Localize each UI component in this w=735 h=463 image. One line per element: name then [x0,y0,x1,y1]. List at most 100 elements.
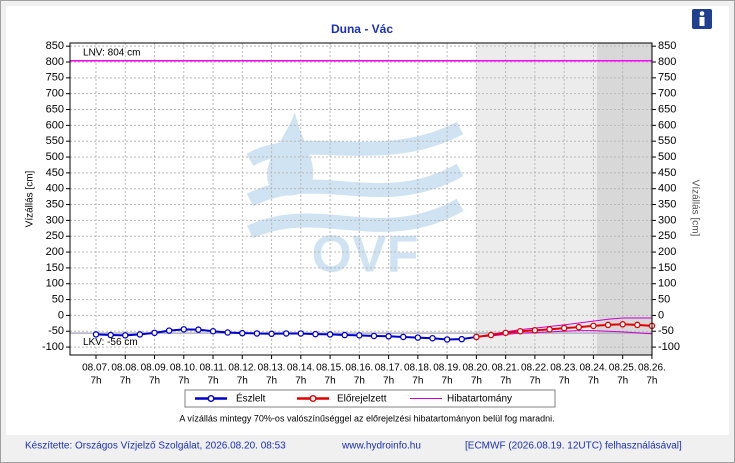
x-tick-hour: 7h [354,376,365,387]
data-point [575,323,583,331]
data-point [473,333,480,341]
x-tick-label: 08.20. [462,363,490,374]
data-point [122,332,129,339]
x-tick-label: 08.10. [170,363,198,374]
x-tick-label: 08.24. [580,363,608,374]
footer-url[interactable]: www.hydroinfo.hu [341,441,421,452]
y2-tick-label: 50 [658,293,670,305]
data-point [326,331,334,338]
legend-label: Előrejelzett [337,394,387,405]
data-point [502,329,509,337]
x-tick-label: 08.08. [111,363,139,374]
plot-border [69,42,653,356]
x-tick-label: 08.21. [492,363,520,374]
footer-source: [ECMWF (2026.08.19. 12UTC) felhasználásá… [465,441,682,452]
data-point [487,331,495,339]
data-point [297,330,305,337]
x-tick-hour: 7h [442,376,453,387]
y-tick-label: 500 [46,151,64,163]
footer-author: Készítette: Országos Vízjelző Szolgálat,… [25,441,286,452]
x-tick-hour: 7h [266,376,277,387]
x-tick-hour: 7h [412,376,423,387]
x-tick-label: 08.12. [228,363,256,374]
x-tick-hour: 7h [178,376,189,387]
data-point [619,321,626,328]
x-tick-hour: 7h [207,376,218,387]
x-tick-label: 08.16. [345,363,373,374]
data-point [268,330,275,338]
info-icon[interactable] [692,9,712,29]
x-tick-hour: 7h [149,376,160,387]
data-point [560,324,568,332]
data-point [151,329,158,337]
legend: Észlelt Előrejelzett Hibatartomány [184,389,556,408]
data-point [253,330,261,337]
y-tick-label: 750 [46,72,64,84]
watermark-text: OVF [312,226,419,284]
y2-tick-label: -100 [658,341,680,353]
legend-label: Észlelt [236,392,266,405]
plot-area: OVF [66,43,656,359]
y2-tick-label: 700 [658,88,676,100]
x-tick-hour: 7h [529,376,540,387]
x-tick-label: 08.14. [287,363,315,374]
y-tick-label: 100 [46,278,64,290]
y-tick-label: 200 [46,246,64,258]
legend-marker [309,395,317,402]
y-tick-label: 350 [46,198,64,210]
x-tick-hour: 7h [500,376,511,387]
y2-tick-label: 550 [658,135,676,147]
x-tick-label: 08.15. [316,363,344,374]
y2-tick-label: 200 [658,246,676,258]
data-point [517,327,524,335]
data-point [312,330,319,338]
y-tick-label: 700 [46,88,64,100]
data-point [195,326,202,333]
watermark-drop [267,112,314,196]
y2-tick-label: 0 [658,309,664,321]
x-tick-hour: 7h [559,376,570,387]
y2-tick-label: 650 [658,103,676,115]
data-point [458,335,465,343]
watermark-wave [246,121,464,167]
data-point [546,326,553,333]
y2-tick-label: 750 [658,72,676,84]
y2-tick-label: 450 [658,167,676,179]
watermark-wave [247,198,464,239]
x-tick-hour: 7h [120,376,131,387]
data-point [92,331,100,338]
y-tick-label: 400 [46,183,64,195]
y2-tick-label: 600 [658,119,676,131]
reference-label: LKV: -56 cm [83,337,138,348]
data-point [385,333,392,340]
y-tick-label: 250 [46,230,64,242]
data-point [399,333,407,341]
y-tick-label: 800 [46,56,64,68]
x-tick-hour: 7h [617,376,628,387]
y2-tick-label: 100 [658,278,676,290]
data-point [370,332,378,340]
y2-tick-label: 400 [658,183,676,195]
y-tick-label: 150 [46,262,64,274]
data-point [165,327,173,334]
data-point [239,329,246,337]
y2-axis-title: Vízállás [cm] [689,180,700,237]
legend-marker [207,395,215,402]
x-tick-label: 08.19. [433,363,461,374]
data-point [224,329,231,336]
y-tick-label: 0 [58,309,64,321]
legend-box [184,389,556,408]
y-tick-label: 550 [46,135,64,147]
x-tick-label: 08.07. [82,363,110,374]
data-point [356,332,363,339]
x-tick-label: 08.25. [609,363,637,374]
y2-tick-label: 300 [658,214,676,226]
y-tick-label: 850 [46,40,64,52]
data-point [429,334,436,342]
data-point [209,327,217,335]
chart-title: Duna - Vác [331,22,393,36]
y2-tick-label: 850 [658,40,676,52]
y2-tick-label: 150 [658,262,676,274]
y-tick-label: 600 [46,119,64,131]
y2-tick-label: 350 [658,198,676,210]
